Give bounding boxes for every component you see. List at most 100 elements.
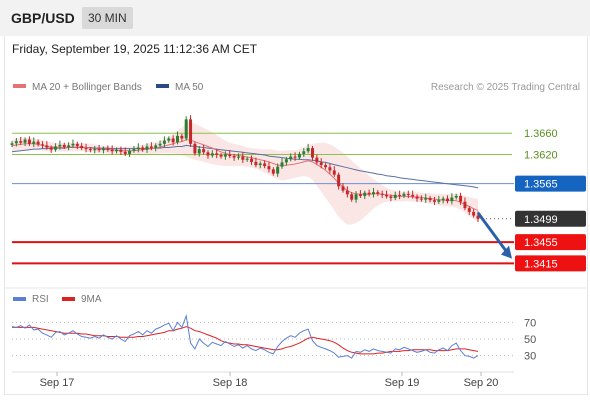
candle-body <box>419 198 423 200</box>
candle-body <box>289 156 293 160</box>
candle-body <box>267 166 271 170</box>
candle-body <box>463 201 467 209</box>
candle-body <box>93 149 97 151</box>
legend-swatch-ma20 <box>13 84 26 88</box>
level-1-3455-label: 1.3455 <box>524 237 558 249</box>
candle-body <box>62 144 66 148</box>
candle-body <box>189 119 193 144</box>
level-1-3415-badge <box>515 255 586 272</box>
legend-label-rsi: RSI <box>32 294 49 305</box>
candle-body <box>184 119 188 139</box>
top-bar: GBP/USD 30 MIN <box>0 0 590 36</box>
candle-body <box>145 146 149 150</box>
candle-body <box>14 141 18 144</box>
legend-swatch-9ma <box>62 297 75 301</box>
candle-body <box>45 145 49 148</box>
candle-body <box>88 149 92 151</box>
candle-body <box>40 144 44 146</box>
candle-body <box>258 163 262 166</box>
legend-label-ma50: MA 50 <box>175 82 204 93</box>
candle-body <box>472 211 476 216</box>
candle-body <box>263 163 267 167</box>
candle-body <box>437 200 441 202</box>
candle-body <box>197 149 201 154</box>
candle-body <box>236 156 240 158</box>
candle-body <box>162 140 166 144</box>
candle-body <box>424 198 428 200</box>
candle-body <box>337 174 341 187</box>
candle-body <box>441 198 445 201</box>
candle-body <box>119 149 123 152</box>
candle-body <box>180 135 184 139</box>
candle-body <box>341 186 345 191</box>
candle-body <box>97 149 101 151</box>
candle-body <box>202 149 206 153</box>
candle-body <box>367 192 371 195</box>
rsi-tick-30: 30 <box>524 351 536 363</box>
candle-body <box>23 139 27 143</box>
candle-body <box>115 149 119 152</box>
candle-body <box>345 190 349 195</box>
candle-body <box>302 151 306 154</box>
candle-body <box>141 147 145 150</box>
candle-body <box>315 157 319 163</box>
legend-label-ma20: MA 20 + Bollinger Bands <box>32 82 142 93</box>
candle-body <box>319 162 323 166</box>
candle-body <box>10 143 14 145</box>
symbol-label: GBP/USD <box>11 10 75 26</box>
candle-body <box>389 196 393 199</box>
candle-body <box>49 147 53 150</box>
candle-body <box>106 148 110 150</box>
candle-body <box>293 156 297 158</box>
forecast-arrowhead <box>501 245 512 259</box>
rsi-9ma-line <box>12 326 479 355</box>
candle-body <box>101 148 105 151</box>
level-1-3660-label: 1.3660 <box>524 128 558 140</box>
candle-body <box>84 148 88 150</box>
candle-body <box>128 150 132 154</box>
level-1-3415-label: 1.3415 <box>524 258 558 270</box>
datetime-label: Friday, September 19, 2025 11:12:36 AM C… <box>12 42 258 56</box>
bollinger-band <box>12 122 478 225</box>
candle-body <box>80 145 84 149</box>
candle-body <box>411 194 415 197</box>
candle-body <box>306 148 310 152</box>
candle-body <box>27 139 31 144</box>
candle-body <box>245 158 249 160</box>
x-tick-label: Sep 17 <box>40 377 75 389</box>
candle-body <box>385 194 389 197</box>
rsi-tick-50: 50 <box>524 334 536 346</box>
candle-body <box>241 156 245 160</box>
candle-body <box>67 145 71 148</box>
candle-body <box>167 138 171 141</box>
legend-swatch-rsi <box>13 297 26 301</box>
candle-body <box>19 141 23 143</box>
candle-body <box>136 147 140 150</box>
timeframe-button[interactable]: 30 MIN <box>82 7 133 29</box>
candle-body <box>415 196 419 199</box>
candle-body <box>280 162 284 167</box>
x-tick-label: Sep 18 <box>213 377 248 389</box>
chart-frame <box>4 36 588 395</box>
credit-text: Research © 2025 Trading Central <box>431 82 580 93</box>
candle-body <box>454 195 458 198</box>
candle-body <box>358 194 362 196</box>
candle-body <box>75 143 79 146</box>
candle-body <box>350 194 354 200</box>
candle-body <box>123 151 127 154</box>
candle-body <box>254 161 258 166</box>
level-1-3565-label: 1.3565 <box>524 179 558 191</box>
candle-body <box>328 167 332 171</box>
ma20-line <box>11 139 479 211</box>
candle-body <box>476 215 480 219</box>
level-1-3565-badge <box>515 175 586 192</box>
candle-body <box>32 141 36 144</box>
candle-body <box>206 152 210 156</box>
candle-body <box>393 194 397 199</box>
candle-body <box>297 153 301 158</box>
x-tick-label: Sep 20 <box>464 377 499 389</box>
candle-body <box>171 138 175 143</box>
candle-body <box>58 144 62 147</box>
candle-body <box>250 158 254 162</box>
